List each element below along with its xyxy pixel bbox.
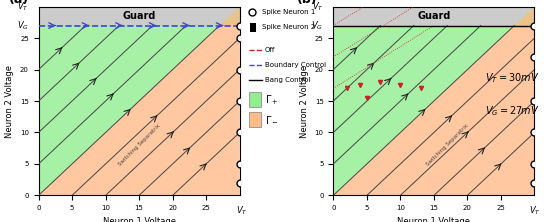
Text: Switching Separatrix: Switching Separatrix — [117, 123, 161, 167]
Text: Bang Control: Bang Control — [265, 77, 310, 83]
Text: $V_T$: $V_T$ — [312, 0, 323, 13]
Text: Switching Separatrix: Switching Separatrix — [425, 123, 469, 167]
Text: $V_T$: $V_T$ — [236, 205, 247, 217]
Y-axis label: Neuron 2 Voltage: Neuron 2 Voltage — [300, 65, 309, 137]
Text: Boundary Control: Boundary Control — [265, 62, 326, 68]
Bar — [333, 7, 534, 26]
Text: Guard: Guard — [122, 11, 156, 21]
X-axis label: Neuron 1 Voltage: Neuron 1 Voltage — [102, 217, 176, 222]
Text: Spike Neuron 1: Spike Neuron 1 — [262, 9, 315, 15]
Text: $V_T$: $V_T$ — [528, 205, 541, 217]
Text: $\Gamma_-$: $\Gamma_-$ — [265, 114, 279, 125]
Bar — [249, 112, 261, 127]
Text: $V_T = 30mV$: $V_T = 30mV$ — [485, 71, 539, 85]
Text: $V_T$: $V_T$ — [17, 0, 29, 13]
Bar — [250, 23, 256, 32]
Text: Off: Off — [265, 47, 275, 53]
Text: $V_G$: $V_G$ — [311, 19, 323, 32]
Y-axis label: Neuron 2 Voltage: Neuron 2 Voltage — [6, 65, 14, 137]
Bar — [39, 7, 240, 26]
X-axis label: Neuron 1 Voltage: Neuron 1 Voltage — [397, 217, 471, 222]
Text: Spike Neuron 2: Spike Neuron 2 — [262, 24, 315, 30]
Text: Guard: Guard — [417, 11, 451, 21]
Text: (b): (b) — [297, 0, 318, 6]
Text: $\Gamma_+$: $\Gamma_+$ — [265, 93, 278, 107]
Bar — [249, 92, 261, 107]
Text: $V_G = 27mV$: $V_G = 27mV$ — [485, 104, 539, 118]
Text: (a): (a) — [8, 0, 29, 6]
Text: $V_G$: $V_G$ — [17, 19, 29, 32]
